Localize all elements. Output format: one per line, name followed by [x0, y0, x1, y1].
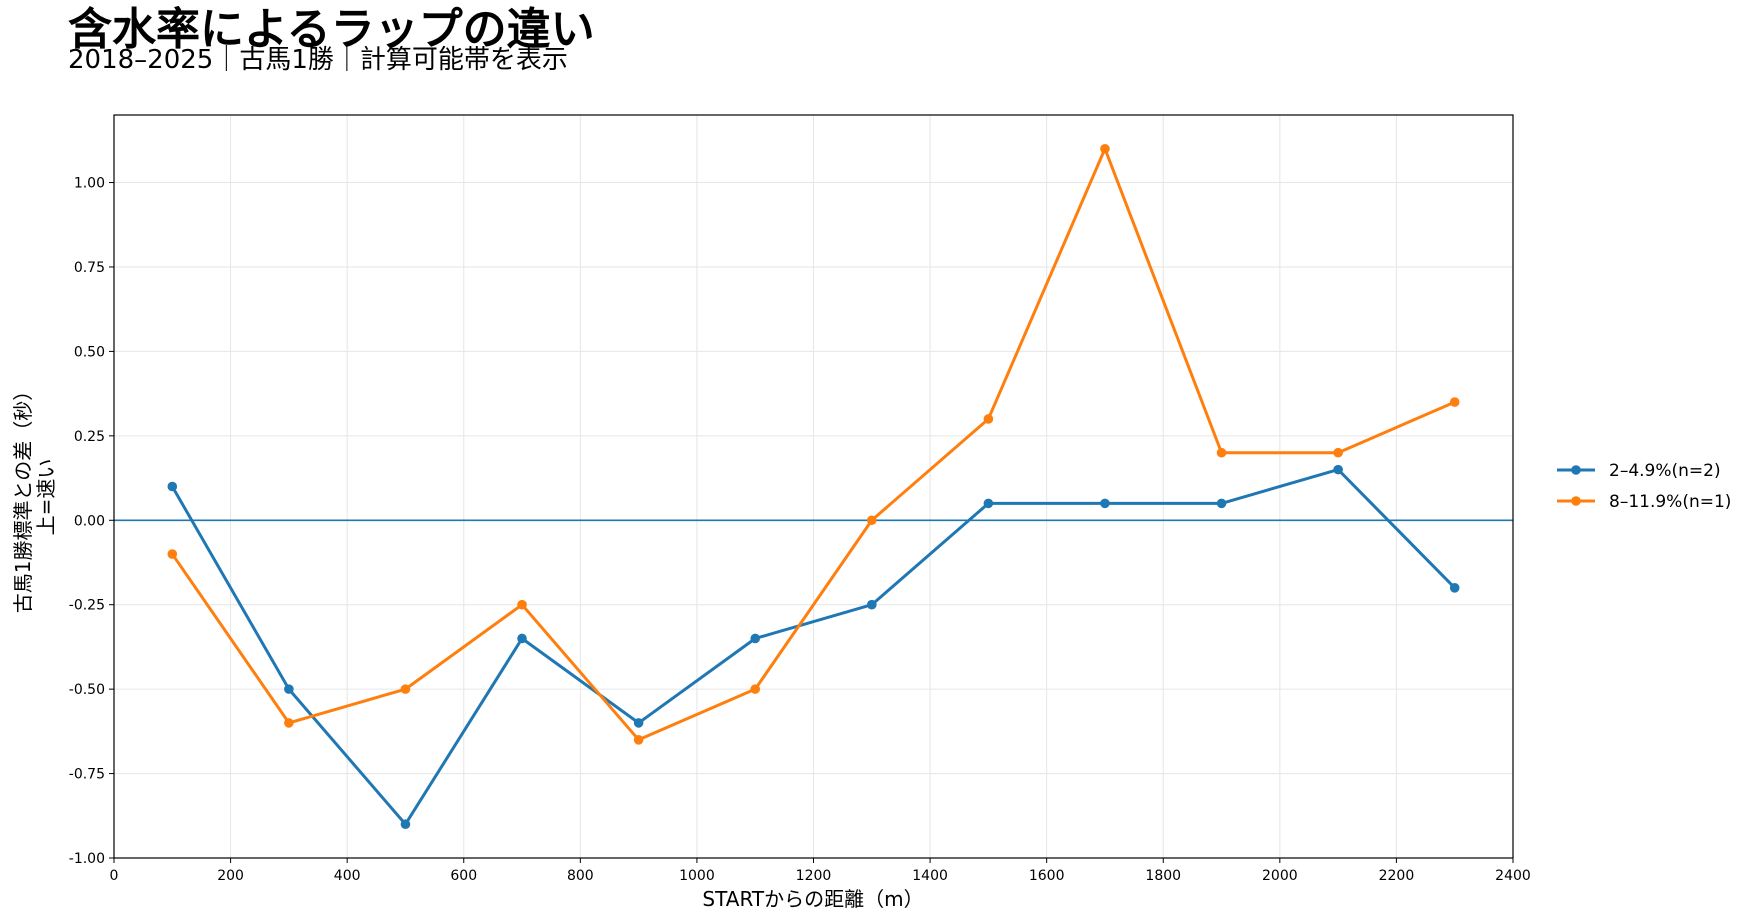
- series-line-2: [171, 147, 1456, 742]
- legend-swatch-marker: [1571, 496, 1581, 506]
- y-tick-label: -0.75: [69, 767, 105, 783]
- data-point: [1333, 464, 1343, 475]
- grid: [113, 115, 1514, 859]
- y-tick-label: -0.50: [69, 682, 105, 698]
- data-point: [983, 498, 994, 509]
- x-tick-label: 1600: [1029, 868, 1065, 884]
- y-tick-label: 0.75: [74, 260, 105, 276]
- x-tick-label: 2400: [1495, 868, 1531, 884]
- x-axis-label: STARTからの距離（m）: [702, 887, 923, 911]
- x-tick-label: 1400: [912, 868, 948, 884]
- x-tick-label: 2000: [1262, 868, 1298, 884]
- legend: 2–4.9%(n=2) 8–11.9%(n=1): [1557, 461, 1731, 512]
- data-point: [1100, 498, 1110, 509]
- data-point: [1449, 397, 1460, 407]
- x-tick-label: 0: [110, 868, 119, 884]
- y-axis-label: 古馬1勝標準との差（秒）: [11, 381, 35, 614]
- y-tick-label: 1.00: [74, 176, 105, 192]
- legend-swatch-marker: [1571, 465, 1581, 475]
- data-point: [983, 414, 994, 424]
- data-point: [167, 481, 178, 492]
- data-point: [866, 599, 877, 610]
- chart-subtitle: 2018–2025｜古馬1勝｜計算可能帯を表示: [68, 45, 568, 75]
- data-point: [284, 718, 294, 728]
- data-point: [1100, 143, 1110, 154]
- x-tick-label: 1800: [1145, 868, 1181, 884]
- data-point: [284, 684, 294, 694]
- y-axis: -1.00 -0.75 -0.50 -0.25 0.00 0.25 0.50 0.75 1.00: [69, 176, 114, 867]
- x-axis: 0 200 400 600 800 1000 1200 1400 1600 1800 2000 220…: [110, 858, 1531, 884]
- data-point: [633, 734, 644, 745]
- x-tick-label: 600: [450, 868, 477, 884]
- data-point: [750, 684, 761, 694]
- x-tick-label: 400: [334, 868, 361, 884]
- data-point: [400, 819, 411, 830]
- data-point: [1216, 498, 1227, 509]
- chart-title: 含水率によるラップの違い: [68, 4, 595, 55]
- x-tick-label: 2200: [1379, 868, 1415, 884]
- data-point: [400, 684, 411, 694]
- data-point: [633, 718, 644, 728]
- series-group: [167, 143, 1460, 830]
- y-tick-label: -0.25: [69, 598, 105, 614]
- series-line-1: [170, 468, 1456, 826]
- y-axis-label-note: 上=速い: [34, 459, 58, 536]
- y-tick-label: 0.50: [74, 344, 105, 360]
- data-point: [517, 633, 527, 644]
- y-tick-label: -1.00: [69, 851, 105, 867]
- data-point: [750, 633, 761, 644]
- x-tick-label: 1000: [679, 868, 715, 884]
- data-point: [866, 515, 877, 526]
- x-tick-label: 800: [567, 868, 594, 884]
- legend-label: 2–4.9%(n=2): [1609, 461, 1721, 481]
- y-tick-label: 0.25: [74, 429, 105, 445]
- data-point: [1449, 583, 1460, 593]
- data-point: [517, 599, 527, 610]
- x-tick-label: 200: [217, 868, 244, 884]
- data-point: [1216, 447, 1227, 458]
- data-point: [167, 549, 178, 559]
- data-point: [1333, 447, 1343, 458]
- legend-label: 8–11.9%(n=1): [1609, 492, 1731, 512]
- x-tick-label: 1200: [796, 868, 832, 884]
- y-tick-label: 0.00: [74, 513, 105, 529]
